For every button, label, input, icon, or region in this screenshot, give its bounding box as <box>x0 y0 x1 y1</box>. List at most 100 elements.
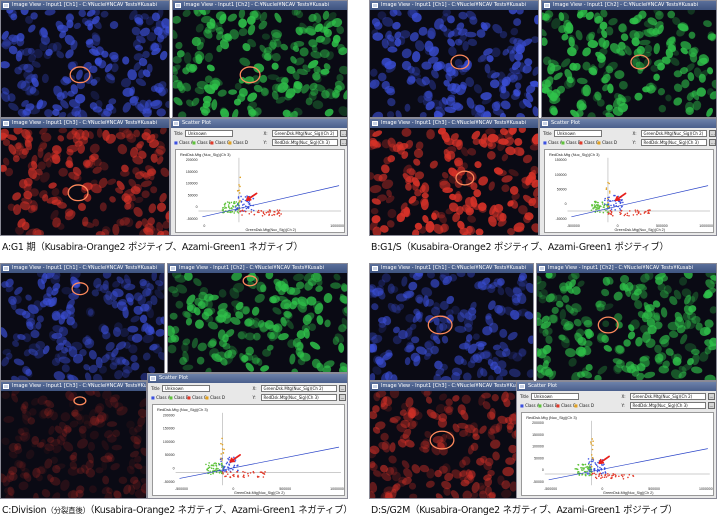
channel-1-nuclei <box>370 10 538 117</box>
legend-class-c[interactable]: ■ Class C <box>187 395 207 400</box>
image-canvas[interactable] <box>370 10 538 117</box>
window-title-bar[interactable]: Image View - Input1 [Ch3] - C:¥Nuclei¥NC… <box>370 119 538 128</box>
selected-cell-ring[interactable] <box>239 66 261 84</box>
y-axis-browse-button[interactable]: … <box>707 402 715 409</box>
legend-class-d[interactable]: ■ Class D <box>574 403 594 408</box>
legend-class-a[interactable]: ■ Class A <box>543 140 563 145</box>
legend-class-b[interactable]: ■ Class B <box>538 403 558 408</box>
image-canvas[interactable] <box>1 391 146 498</box>
selected-cell-ring[interactable] <box>429 430 455 450</box>
y-axis-select[interactable]: RedDsk.Mtg(Nuc_Sig)(Ch 3) <box>640 139 708 146</box>
legend-class-b[interactable]: ■ Class B <box>169 395 189 400</box>
window-title-bar[interactable]: Image View - Input1 [Ch1] - C:¥Nuclei¥NC… <box>370 1 538 10</box>
image-canvas[interactable] <box>1 273 164 380</box>
image-canvas[interactable] <box>173 10 347 117</box>
scatter-plot-area[interactable]: RedDsk.Mtg (Nuc_Sig)(Ch 3) 200000 150000 10… <box>175 149 345 233</box>
image-canvas[interactable] <box>370 128 538 235</box>
image-window-ch3-red[interactable]: Image View - Input1 [Ch3] - C:¥Nuclei¥NC… <box>369 381 519 499</box>
selected-cell-ring[interactable] <box>69 66 91 84</box>
legend-class-d[interactable]: ■ Class D <box>597 140 617 145</box>
window-title-bar[interactable]: Image View - Input1 [Ch3] - C:¥Nuclei¥NC… <box>370 382 518 391</box>
y-axis-select[interactable]: RedDsk.Mtg(Nuc_Sig)(Ch 3) <box>629 402 706 409</box>
image-window-ch2-green[interactable]: Image View - Input1 [Ch2] - C:¥Nuclei¥NC… <box>541 0 717 118</box>
selected-cell-ring[interactable] <box>242 275 258 287</box>
legend-class-c[interactable]: ■ Class C <box>556 403 576 408</box>
image-window-ch1-blue[interactable]: Image View - Input1 [Ch1] - C:¥Nuclei¥NC… <box>0 0 170 118</box>
image-window-ch2-green[interactable]: Image View - Input1 [Ch2] - C:¥Nuclei¥NC… <box>536 263 717 381</box>
scatter-plot-area[interactable]: RedDsk.Mtg (Nuc_Sig)(Ch 3) 200000 150000 10… <box>152 404 345 496</box>
selected-cell-ring[interactable] <box>455 170 475 186</box>
title-field[interactable]: Unknown <box>554 130 602 137</box>
window-title-bar[interactable]: Image View - Input1 [Ch2] - C:¥Nuclei¥NC… <box>542 1 716 10</box>
y-axis-browse-button[interactable]: … <box>338 394 346 401</box>
x-axis-select[interactable]: GreenDsk.Mtg(Nuc_Sig)(Ch 2) <box>260 385 337 392</box>
selected-cell-ring[interactable] <box>450 54 470 70</box>
scatter-plot-window[interactable]: Scatter Plot Title Unknown X: GreenDsk.Mtg(N… <box>170 118 348 236</box>
legend-class-a[interactable]: ■ Class A <box>174 140 194 145</box>
y-tick-label: 0 <box>173 466 175 470</box>
scatter-plot-area[interactable]: RedDsk.Mtg (Nuc_Sig)(Ch 3) 200000 150000 10… <box>521 412 714 496</box>
panel-caption: A:G1 期（Kusabira-Orange2 ポジティブ、Azami-Gree… <box>2 239 303 253</box>
x-axis-select[interactable]: GreenDsk.Mtg(Nuc_Sig)(Ch 2) <box>640 130 708 137</box>
selected-cell-ring[interactable] <box>71 282 89 296</box>
y-axis-select[interactable]: RedDsk.Mtg(Nuc_Sig)(Ch 3) <box>271 139 339 146</box>
scatter-plot-window[interactable]: Scatter Plot Title Unknown X: GreenDsk.Mtg(N… <box>539 118 717 236</box>
legend-class-d[interactable]: ■ Class D <box>205 395 225 400</box>
image-canvas[interactable] <box>537 273 716 380</box>
image-window-ch2-green[interactable]: Image View - Input1 [Ch2] - C:¥Nuclei¥NC… <box>167 263 348 373</box>
image-window-ch2-green[interactable]: Image View - Input1 [Ch2] - C:¥Nuclei¥NC… <box>172 0 348 118</box>
x-axis-browse-button[interactable]: … <box>338 385 346 392</box>
window-title-bar[interactable]: Image View - Input1 [Ch1] - C:¥Nuclei¥NC… <box>1 1 169 10</box>
legend-class-a[interactable]: ■ Class A <box>520 403 540 408</box>
scatter-plot-window[interactable]: Scatter Plot Title Unknown X: GreenDsk.Mtg(N… <box>516 381 717 499</box>
image-canvas[interactable] <box>168 273 347 372</box>
scatter-plot-area[interactable]: RedDsk.Mtg (Nuc_Sig)(Ch 3) 150000 100000 50… <box>544 149 714 233</box>
scatter-title-bar[interactable]: Scatter Plot <box>148 374 347 383</box>
window-title-bar[interactable]: Image View - Input1 [Ch2] - C:¥Nuclei¥NC… <box>168 264 347 273</box>
legend-class-b[interactable]: ■ Class B <box>561 140 581 145</box>
image-window-ch1-blue[interactable]: Image View - Input1 [Ch1] - C:¥Nuclei¥NC… <box>369 263 534 381</box>
plot-y-title: RedDsk.Mtg (Nuc_Sig)(Ch 3) <box>180 152 231 157</box>
scatter-title-bar[interactable]: Scatter Plot <box>171 119 347 128</box>
image-window-ch3-red[interactable]: Image View - Input1 [Ch3] - C:¥Nuclei¥NC… <box>0 118 170 236</box>
legend-class-c[interactable]: ■ Class C <box>210 140 230 145</box>
image-canvas[interactable] <box>370 391 518 498</box>
image-canvas[interactable] <box>1 128 169 235</box>
legend-class-c[interactable]: ■ Class C <box>579 140 599 145</box>
image-window-ch1-blue[interactable]: Image View - Input1 [Ch1] - C:¥Nuclei¥NC… <box>369 0 539 118</box>
window-title-bar[interactable]: Image View - Input1 [Ch3] - C:¥Nuclei¥NC… <box>1 382 146 391</box>
image-window-ch1-blue[interactable]: Image View - Input1 [Ch1] - C:¥Nuclei¥NC… <box>0 263 165 381</box>
image-canvas[interactable] <box>542 10 716 117</box>
window-title-bar[interactable]: Image View - Input1 [Ch3] - C:¥Nuclei¥NC… <box>1 119 169 128</box>
x-axis-select[interactable]: GreenDsk.Mtg(Nuc_Sig)(Ch 2) <box>629 393 706 400</box>
selected-cell-ring[interactable] <box>67 184 89 202</box>
selected-cell-ring[interactable] <box>427 315 453 335</box>
scatter-title-bar[interactable]: Scatter Plot <box>517 382 716 391</box>
selected-cell-ring[interactable] <box>630 54 650 70</box>
scatter-title-bar[interactable]: Scatter Plot <box>540 119 716 128</box>
image-window-ch3-red[interactable]: Image View - Input1 [Ch3] - C:¥Nuclei¥NC… <box>369 118 539 236</box>
window-title-bar[interactable]: Image View - Input1 [Ch2] - C:¥Nuclei¥NC… <box>173 1 347 10</box>
legend-class-b[interactable]: ■ Class B <box>192 140 212 145</box>
y-axis-browse-button[interactable]: … <box>340 139 347 146</box>
image-window-ch3-red[interactable]: Image View - Input1 [Ch3] - C:¥Nuclei¥NC… <box>0 381 147 499</box>
x-axis-browse-button[interactable]: … <box>340 130 347 137</box>
title-field[interactable]: Unknown <box>531 393 579 400</box>
scatter-plot-window[interactable]: Scatter Plot Title Unknown X: GreenDsk.Mtg(N… <box>147 373 348 499</box>
y-axis-select[interactable]: RedDsk.Mtg(Nuc_Sig)(Ch 3) <box>260 394 337 401</box>
title-field[interactable]: Unknown <box>185 130 233 137</box>
image-canvas[interactable] <box>370 273 533 380</box>
legend-class-a[interactable]: ■ Class A <box>151 395 171 400</box>
window-title-bar[interactable]: Image View - Input1 [Ch1] - C:¥Nuclei¥NC… <box>1 264 164 273</box>
x-axis-select[interactable]: GreenDsk.Mtg(Nuc_Sig)(Ch 2) <box>271 130 339 137</box>
window-title-bar[interactable]: Image View - Input1 [Ch2] - C:¥Nuclei¥NC… <box>537 264 716 273</box>
legend-class-d[interactable]: ■ Class D <box>228 140 248 145</box>
x-axis-browse-button[interactable]: … <box>709 130 716 137</box>
selected-cell-ring[interactable] <box>73 396 87 406</box>
title-field[interactable]: Unknown <box>162 385 210 392</box>
window-title-bar[interactable]: Image View - Input1 [Ch1] - C:¥Nuclei¥NC… <box>370 264 533 273</box>
image-canvas[interactable] <box>1 10 169 117</box>
x-axis-browse-button[interactable]: … <box>707 393 715 400</box>
selected-cell-ring[interactable] <box>597 316 619 334</box>
y-axis-browse-button[interactable]: … <box>709 139 716 146</box>
